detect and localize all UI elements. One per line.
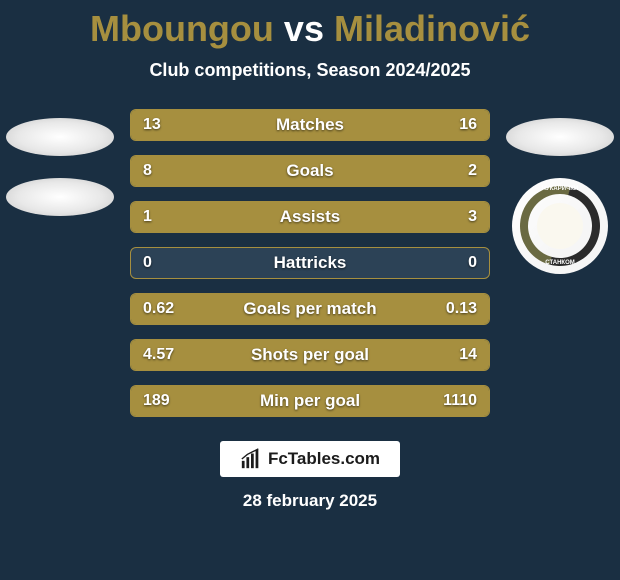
chart-icon	[240, 448, 262, 470]
player-a-photo-placeholder	[6, 118, 114, 156]
stat-value-right: 16	[447, 110, 489, 140]
stats-table: Matches1316Goals82Assists13Hattricks00Go…	[130, 109, 490, 417]
stat-value-right: 1110	[431, 386, 489, 416]
stat-value-left: 189	[131, 386, 182, 416]
stat-row: Goals8 2	[130, 155, 490, 187]
stat-value-left: 13	[131, 110, 173, 140]
stat-label: Assists	[131, 202, 489, 232]
player-b-club-crest: ЧУКАРИЧКИ СТАНКОМ	[512, 178, 608, 274]
stat-row: Min per goal1891110	[130, 385, 490, 417]
stat-value-left: 8	[131, 156, 164, 186]
stat-value-right: 3	[456, 202, 489, 232]
stat-value-left: 0	[131, 248, 164, 278]
stat-row: Matches13 16	[130, 109, 490, 141]
stat-row: Assists1 3	[130, 201, 490, 233]
vs-text: vs	[284, 8, 324, 49]
stat-value-right: 2	[456, 156, 489, 186]
stat-value-left: 4.57	[131, 340, 186, 370]
stat-value-left: 0.62	[131, 294, 186, 324]
stat-value-left: 1	[131, 202, 164, 232]
player-a-club-placeholder	[6, 178, 114, 216]
player-b-photo-placeholder	[506, 118, 614, 156]
stat-label: Goals	[131, 156, 489, 186]
footer-date: 28 february 2025	[0, 491, 620, 511]
stat-row: Shots per goal4.5714	[130, 339, 490, 371]
player-b-badges: ЧУКАРИЧКИ СТАНКОМ	[505, 118, 615, 274]
stat-row: Hattricks0 0	[130, 247, 490, 279]
player-b-name: Miladinović	[334, 8, 530, 49]
stat-label: Hattricks	[131, 248, 489, 278]
stat-label: Matches	[131, 110, 489, 140]
player-a-badges	[5, 118, 115, 216]
brand-logo[interactable]: FcTables.com	[220, 441, 400, 477]
stat-value-right: 0.13	[434, 294, 489, 324]
brand-text: FcTables.com	[268, 449, 380, 469]
stat-value-right: 0	[456, 248, 489, 278]
subtitle: Club competitions, Season 2024/2025	[0, 60, 620, 81]
stat-row: Goals per match0.620.13	[130, 293, 490, 325]
crest-top-text: ЧУКАРИЧКИ	[512, 186, 608, 192]
page-title: Mboungou vs Miladinović	[0, 0, 620, 50]
stat-value-right: 14	[447, 340, 489, 370]
player-a-name: Mboungou	[90, 8, 274, 49]
crest-bottom-text: СТАНКОМ	[512, 260, 608, 266]
